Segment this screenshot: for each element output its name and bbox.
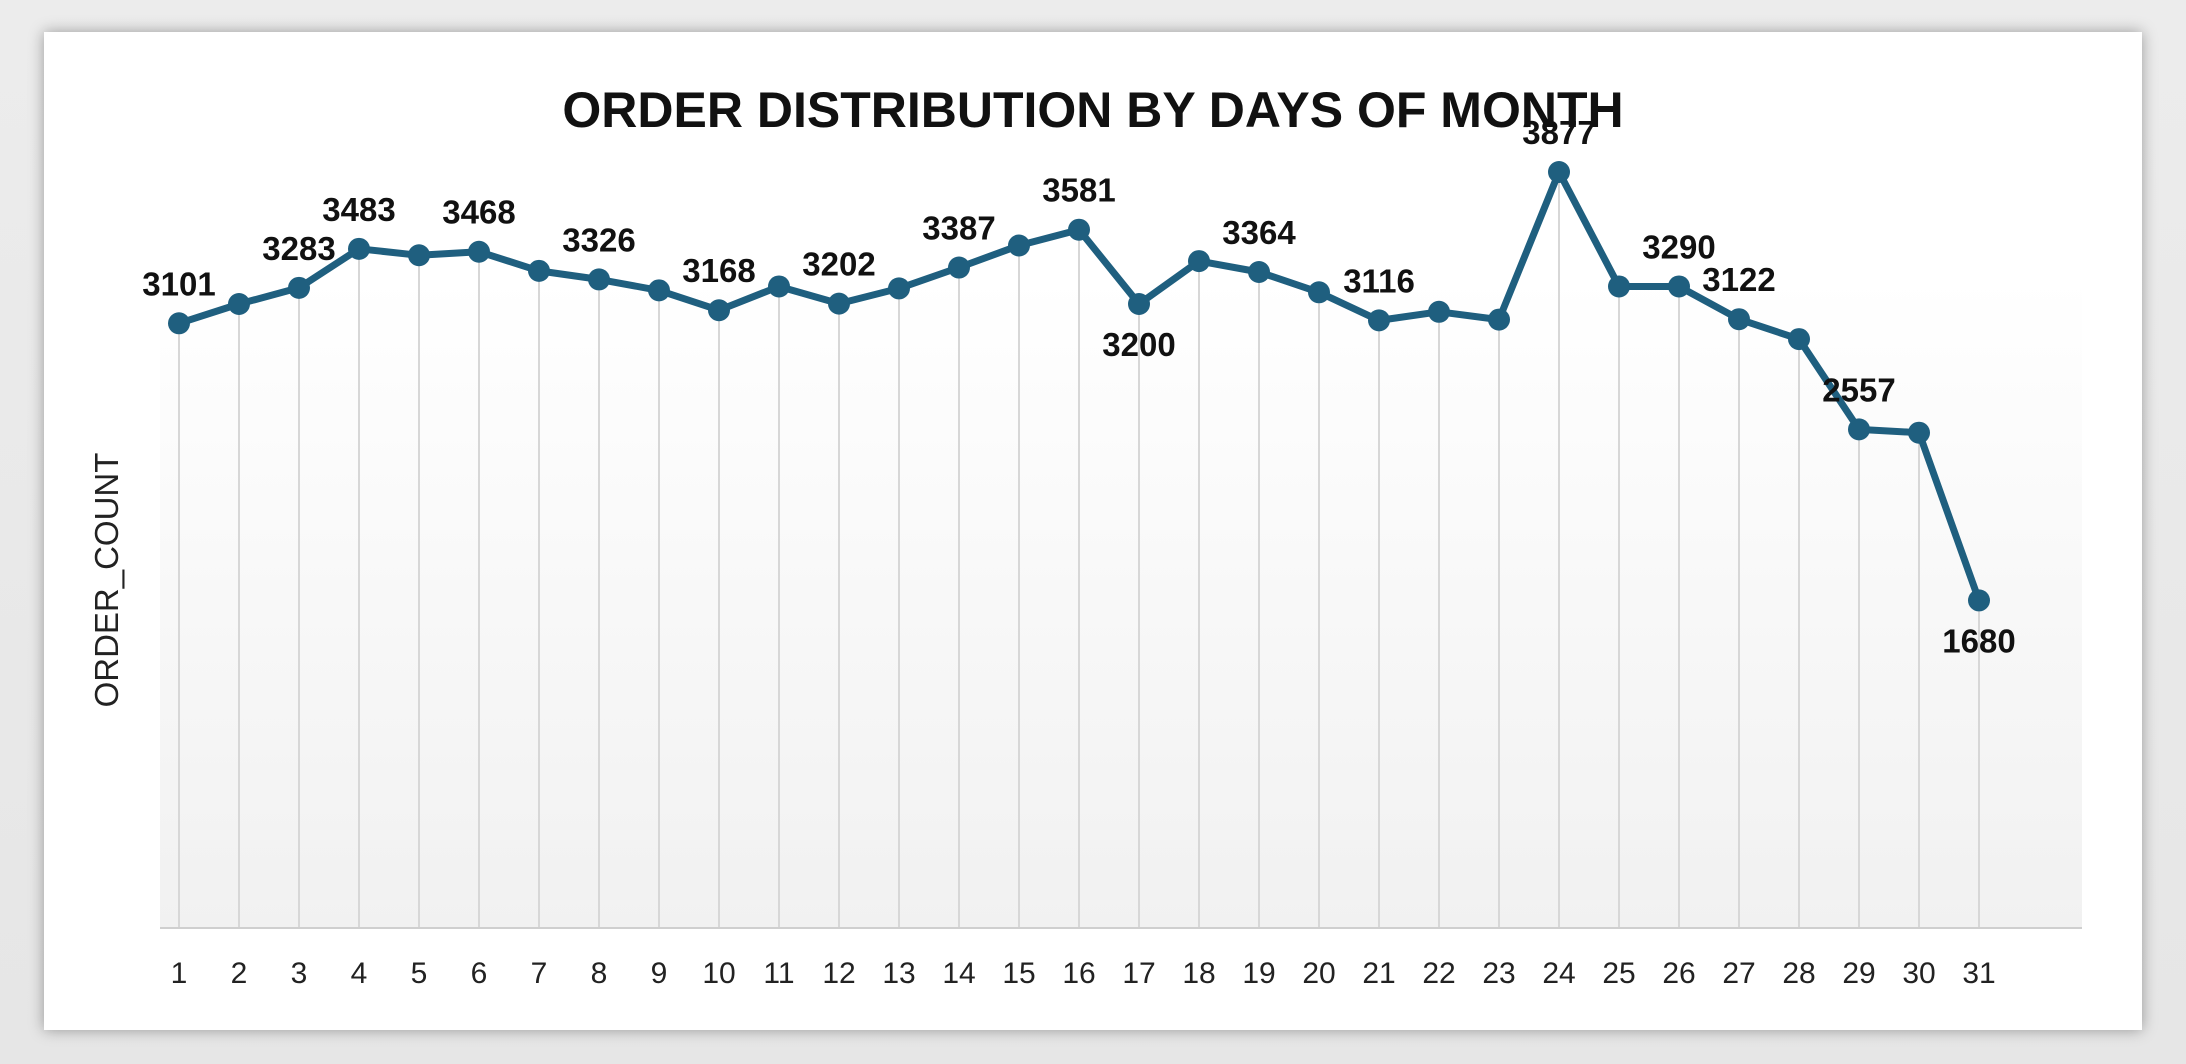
x-tick-label: 28 xyxy=(1782,957,1815,990)
data-label: 3387 xyxy=(922,210,995,247)
data-point xyxy=(1128,293,1150,315)
x-tick-label: 17 xyxy=(1122,957,1155,990)
data-point xyxy=(648,279,670,302)
data-label: 3168 xyxy=(682,252,755,289)
data-point xyxy=(348,237,370,260)
data-point xyxy=(768,275,790,298)
data-point xyxy=(468,240,490,263)
x-tick-label: 18 xyxy=(1182,957,1215,990)
x-tick-label: 26 xyxy=(1662,957,1695,990)
chart-card: ORDER DISTRIBUTION BY DAYS OF MONTH ORDE… xyxy=(44,32,2142,1030)
y-axis-label: ORDER_COUNT xyxy=(88,453,125,708)
x-tick-label: 30 xyxy=(1902,957,1935,990)
data-point xyxy=(1068,218,1090,241)
data-point xyxy=(408,244,430,267)
data-label: 3283 xyxy=(262,230,335,267)
data-point xyxy=(1728,308,1750,331)
x-tick-label: 25 xyxy=(1602,957,1635,990)
gridlines xyxy=(178,171,1980,928)
data-point xyxy=(1788,328,1810,351)
data-point xyxy=(1848,418,1870,441)
data-label: 3483 xyxy=(322,191,395,228)
x-tick-label: 16 xyxy=(1062,957,1095,990)
data-point xyxy=(528,259,550,282)
data-label: 3326 xyxy=(562,221,635,258)
data-point xyxy=(288,276,310,299)
data-point xyxy=(1908,421,1930,444)
x-tick-label: 23 xyxy=(1482,957,1515,990)
x-tick-label: 6 xyxy=(471,957,488,990)
data-label: 3581 xyxy=(1042,172,1115,209)
plot-area xyxy=(160,277,2082,928)
data-label: 2557 xyxy=(1822,371,1895,408)
data-point xyxy=(1008,234,1030,257)
x-tick-label: 7 xyxy=(531,957,548,990)
chart: ORDER DISTRIBUTION BY DAYS OF MONTH ORDE… xyxy=(88,82,2082,990)
data-points xyxy=(168,160,1990,612)
x-tick-label: 11 xyxy=(763,957,794,990)
data-point xyxy=(1308,281,1330,304)
data-point xyxy=(168,312,190,335)
x-tick-label: 31 xyxy=(1962,957,1995,990)
x-tick-label: 19 xyxy=(1242,957,1275,990)
x-tick-label: 15 xyxy=(1002,957,1035,990)
x-tick-labels: 1 2 3 4 5 6 7 8 9 10 11 12 13 14 15 16 17 18 19 20 21 22 23 24 2… xyxy=(171,957,1996,990)
x-tick-label: 22 xyxy=(1422,957,1455,990)
data-point xyxy=(1968,589,1990,612)
data-point xyxy=(1668,275,1690,298)
x-tick-label: 13 xyxy=(882,957,915,990)
data-point xyxy=(228,293,250,315)
data-label: 3200 xyxy=(1102,326,1175,363)
data-label: 3116 xyxy=(1343,262,1415,299)
data-label: 3101 xyxy=(142,265,215,302)
data-point xyxy=(1608,275,1630,298)
data-point xyxy=(1368,309,1390,332)
data-label: 3877 xyxy=(1522,114,1595,151)
data-point xyxy=(1548,160,1570,183)
data-point xyxy=(588,268,610,291)
x-tick-label: 4 xyxy=(351,957,368,990)
x-tick-label: 5 xyxy=(411,957,428,990)
data-point xyxy=(1188,250,1210,273)
x-tick-label: 29 xyxy=(1842,957,1875,990)
data-point xyxy=(948,256,970,279)
data-label: 3122 xyxy=(1702,261,1775,298)
data-label: 3468 xyxy=(442,194,515,231)
x-tick-label: 12 xyxy=(822,957,855,990)
x-tick-label: 1 xyxy=(171,957,188,990)
data-point xyxy=(828,292,850,315)
x-tick-label: 9 xyxy=(651,957,668,990)
x-tick-label: 10 xyxy=(702,957,735,990)
x-tick-label: 8 xyxy=(591,957,608,990)
data-label: 3202 xyxy=(802,246,875,283)
data-label: 1680 xyxy=(1942,622,2015,659)
data-point xyxy=(1248,261,1270,284)
x-tick-label: 21 xyxy=(1362,957,1395,990)
x-tick-label: 20 xyxy=(1302,957,1335,990)
data-point xyxy=(708,299,730,322)
data-point xyxy=(1488,308,1510,331)
x-tick-label: 14 xyxy=(942,957,975,990)
x-tick-label: 2 xyxy=(231,957,248,990)
x-tick-label: 3 xyxy=(291,957,308,990)
data-label: 3290 xyxy=(1642,228,1715,265)
x-tick-label: 24 xyxy=(1542,957,1575,990)
chart-title: ORDER DISTRIBUTION BY DAYS OF MONTH xyxy=(562,82,1623,138)
x-tick-label: 27 xyxy=(1722,957,1755,990)
data-label: 3364 xyxy=(1222,214,1296,251)
data-point xyxy=(1428,300,1450,323)
data-point xyxy=(888,277,910,300)
